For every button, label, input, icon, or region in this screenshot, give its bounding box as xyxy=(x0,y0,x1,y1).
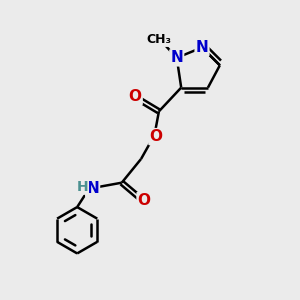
Text: N: N xyxy=(196,40,208,55)
Text: H: H xyxy=(77,180,88,194)
Text: O: O xyxy=(129,89,142,104)
Text: N: N xyxy=(86,181,99,196)
Text: N: N xyxy=(170,50,183,65)
Text: O: O xyxy=(149,129,162,144)
Text: O: O xyxy=(138,193,151,208)
Text: CH₃: CH₃ xyxy=(146,33,171,46)
